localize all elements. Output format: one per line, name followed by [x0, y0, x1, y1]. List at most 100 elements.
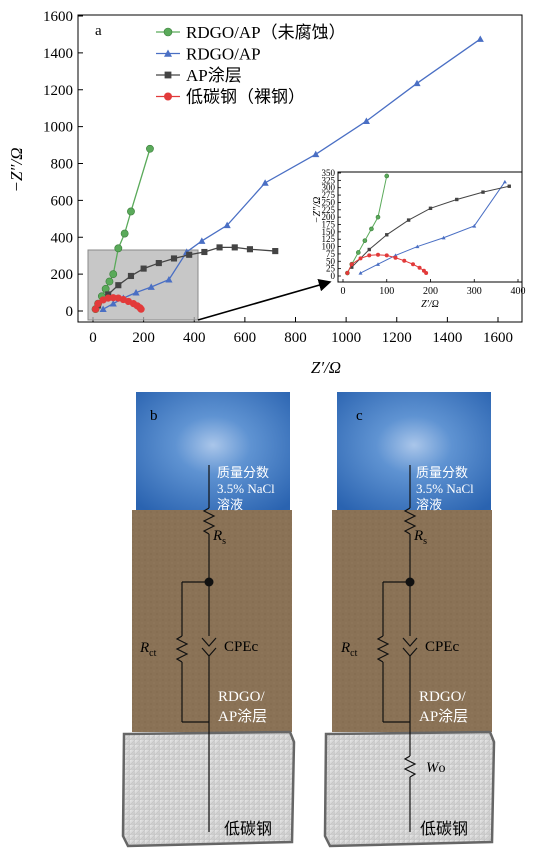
data-point: [121, 230, 128, 237]
data-point: [128, 273, 134, 279]
y-tick-label: 1400: [43, 46, 73, 62]
x-tick-label: 0: [89, 330, 97, 346]
coating-label-line1: RDGO/: [419, 689, 467, 705]
y-tick-label: 1000: [43, 120, 73, 136]
inset-data-point: [394, 256, 398, 260]
data-point: [115, 245, 122, 252]
inset-x-tick-label: 300: [467, 286, 482, 297]
data-point: [141, 266, 147, 272]
legend-label: RDGO/AP（未腐蚀）: [186, 23, 346, 42]
data-point: [477, 35, 484, 41]
data-point: [198, 237, 205, 243]
data-point: [272, 248, 278, 254]
data-point: [247, 246, 253, 252]
steel-label: 低碳钢: [420, 820, 468, 838]
data-point: [201, 249, 207, 255]
coating-layer: [332, 510, 492, 732]
solution-label-line1: 质量分数: [416, 465, 468, 480]
circuit-panel-b: b 质量分数 3.5% NaCl 溶液 Rs Rct CPEc RDGO/ AP…: [123, 392, 294, 846]
y-tick-label: 800: [51, 157, 74, 173]
inset-data-point: [363, 239, 367, 243]
data-point: [156, 260, 162, 266]
y-axis-label: −Z″/Ω: [7, 147, 26, 192]
coating-layer: [132, 510, 292, 732]
data-point: [413, 80, 420, 86]
inset-x-tick-label: 200: [423, 286, 438, 297]
zoom-arrow: [198, 282, 330, 320]
panel-label-a: a: [95, 23, 102, 39]
y-tick-label: 0: [66, 304, 74, 320]
solution-label-line2: 3.5% NaCl: [416, 481, 474, 496]
data-point: [232, 244, 238, 250]
inset-x-tick-label: 400: [511, 286, 526, 297]
data-point: [146, 145, 153, 152]
solution-label-line3: 溶液: [416, 497, 442, 512]
inset-data-point: [359, 256, 363, 260]
panel-label-b: b: [150, 408, 158, 424]
data-point: [115, 282, 121, 288]
x-tick-label: 200: [132, 330, 155, 346]
nyquist-chart: 0 200 400 600 800 1000 1200 1400 1600 0 200 400 600…: [7, 9, 526, 377]
legend-marker: [165, 72, 172, 79]
cpe-label: CPEc: [425, 639, 460, 655]
junction-node: [406, 578, 415, 587]
legend-marker: [164, 28, 172, 36]
inset-data-point: [424, 271, 428, 275]
solution-label-line2: 3.5% NaCl: [217, 481, 275, 496]
warburg-label: Wo: [426, 760, 446, 776]
inset-data-point: [376, 253, 380, 257]
y-tick-label: 600: [51, 193, 74, 209]
legend-marker: [164, 93, 172, 101]
solution-label-line3: 溶液: [217, 497, 243, 512]
circuit-panel-c: c 质量分数 3.5% NaCl 溶液 Rs Rct CPEc RDGO/ AP…: [325, 392, 494, 846]
x-axis-label: Z′/Ω: [311, 358, 341, 377]
inset-data-point: [385, 174, 389, 178]
inset-data-point: [429, 207, 432, 210]
inset-data-point: [345, 271, 349, 275]
inset-data-point: [411, 262, 415, 266]
x-tick-label: 1000: [331, 330, 361, 346]
x-tick-label: 400: [183, 330, 206, 346]
data-point: [217, 244, 223, 250]
inset-chart: 0255075100125150175200225250275300325350…: [312, 168, 526, 310]
inset-data-point: [356, 250, 360, 254]
inset-data-point: [367, 253, 371, 257]
data-point: [262, 179, 269, 185]
legend-label: RDGO/AP: [186, 45, 261, 64]
y-tick-label: 400: [51, 230, 74, 246]
steel-label: 低碳钢: [224, 820, 272, 838]
x-tick-label: 600: [234, 330, 257, 346]
legend-label: AP涂层: [186, 66, 242, 85]
inset-y-label: −Z″/Ω: [312, 197, 323, 223]
y-axis-ticks: 0 200 400 600 800 1000 1200 1400 1600: [43, 9, 83, 320]
data-point: [110, 271, 117, 278]
cpe-label: CPEc: [224, 639, 259, 655]
coating-label-line1: RDGO/: [218, 689, 266, 705]
data-point: [186, 252, 192, 258]
data-point: [106, 278, 113, 285]
inset-data-point: [402, 259, 406, 263]
inset-data-point: [369, 227, 373, 231]
inset-data-point: [350, 262, 354, 266]
x-tick-label: 1600: [483, 330, 513, 346]
coating-label-line2: AP涂层: [419, 708, 468, 725]
panel-label-c: c: [356, 408, 363, 424]
x-axis-ticks: 0 200 400 600 800 1000 1200 1400 1600: [89, 317, 513, 346]
inset-x-tick-label: 0: [341, 286, 346, 297]
inset-y-tick-label: 350: [322, 168, 336, 178]
y-tick-label: 1200: [43, 83, 73, 99]
inset-frame: [338, 172, 522, 282]
data-point: [127, 208, 134, 215]
data-point: [137, 306, 144, 313]
inset-data-point: [407, 218, 410, 221]
inset-data-point: [368, 248, 371, 251]
inset-data-point: [455, 198, 458, 201]
x-tick-label: 1400: [432, 330, 462, 346]
y-tick-label: 200: [51, 267, 74, 283]
inset-data-point: [385, 253, 389, 257]
inset-data-point: [418, 266, 422, 270]
x-tick-label: 800: [284, 330, 307, 346]
data-point: [171, 255, 177, 261]
